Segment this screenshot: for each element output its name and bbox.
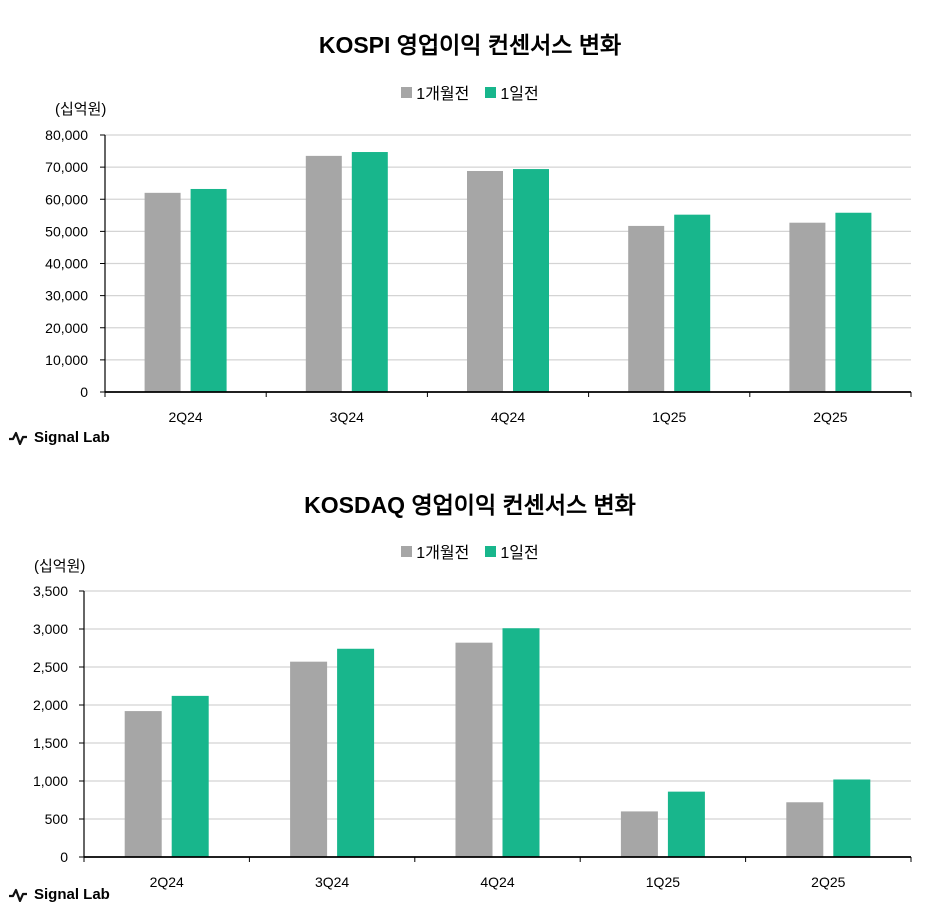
kospi-chart-panel: KOSPI 영업이익 컨센서스 변화 1개월전 1일전 (십억원) 0 10,00… [0, 32, 940, 446]
pulse-icon [9, 888, 27, 902]
y-tick-label: 70,000 [45, 159, 88, 175]
x-tick-label: 2Q25 [813, 409, 847, 425]
y-tick-label: 0 [60, 849, 68, 865]
pulse-icon [9, 431, 27, 445]
bar [835, 212, 872, 392]
y-tick-label: 50,000 [45, 223, 88, 239]
bar [171, 695, 209, 857]
brand-name: Signal Lab [34, 429, 110, 446]
kosdaq-chart-panel: KOSDAQ 영업이익 컨센서스 변화 1개월전 1일전 (십억원) 0 500 1… [0, 459, 940, 918]
bar [467, 170, 503, 392]
legend-label: 1개월전 [416, 545, 470, 562]
legend-swatch [485, 545, 497, 557]
brand-name: Signal Lab [34, 886, 110, 903]
bar [502, 628, 540, 857]
y-tick-label: 2,500 [33, 659, 68, 675]
brand-logo: Signal Lab [8, 429, 110, 446]
chart-title: KOSDAQ 영업이익 컨센서스 변화 [304, 492, 636, 518]
y-tick-label: 10,000 [45, 352, 88, 368]
x-tick-label: 2Q25 [811, 874, 845, 890]
legend-item-month-ago: 1개월전 [401, 539, 469, 563]
bar [337, 648, 375, 857]
y-tick-label: 40,000 [45, 256, 88, 272]
y-tick-label: 500 [45, 811, 69, 827]
y-tick-label: 60,000 [45, 191, 88, 207]
y-tick-label: 80,000 [45, 127, 88, 143]
y-tick-label: 20,000 [45, 320, 88, 336]
bar [144, 192, 181, 392]
bar [628, 225, 665, 392]
legend-item-month-ago: 1개월전 [401, 80, 469, 104]
x-tick-label: 2Q24 [168, 409, 202, 425]
chart-title: KOSPI 영업이익 컨센서스 변화 [318, 32, 622, 58]
x-tick-label: 3Q24 [315, 874, 349, 890]
bar [190, 188, 227, 392]
bar [789, 222, 826, 392]
legend-label: 1일전 [500, 86, 539, 103]
chart-legend: 1개월전 1일전 [0, 80, 940, 104]
y-tick-label: 0 [80, 384, 88, 400]
legend-swatch [401, 545, 413, 557]
unit-label: (십억원) [34, 558, 86, 575]
bar [290, 661, 328, 857]
x-tick-label: 2Q24 [150, 874, 184, 890]
x-tick-label: 4Q24 [491, 409, 525, 425]
chart-legend: 1개월전 1일전 [0, 539, 940, 563]
bar [124, 711, 162, 857]
x-tick-label: 1Q25 [646, 874, 680, 890]
y-tick-label: 3,000 [33, 621, 68, 637]
bar [455, 642, 493, 857]
x-tick-label: 1Q25 [652, 409, 686, 425]
legend-label: 1일전 [500, 545, 539, 562]
bar [351, 152, 388, 392]
bar [305, 155, 342, 392]
y-tick-label: 2,000 [33, 697, 68, 713]
bar [667, 791, 705, 857]
kospi-plot-area: 0 10,000 20,000 30,000 40,000 50,000 60,000 70,… [45, 127, 912, 425]
x-tick-label: 3Q24 [330, 409, 364, 425]
brand-logo: Signal Lab [8, 886, 110, 903]
legend-swatch [485, 86, 497, 98]
y-tick-label: 1,000 [33, 773, 68, 789]
y-tick-label: 1,500 [33, 735, 68, 751]
legend-swatch [401, 86, 413, 98]
legend-item-day-ago: 1일전 [485, 539, 539, 563]
unit-label: (십억원) [55, 101, 107, 118]
bar [513, 169, 549, 392]
kosdaq-plot-area: 0 500 1,000 1,500 2,000 2,500 3,000 3,500 2Q24 3Q… [33, 583, 912, 890]
y-tick-label: 3,500 [33, 583, 68, 599]
x-tick-label: 4Q24 [480, 874, 514, 890]
bar [833, 779, 871, 857]
legend-label: 1개월전 [416, 86, 470, 103]
bar [620, 811, 658, 857]
bar [674, 214, 711, 392]
y-tick-label: 30,000 [45, 288, 88, 304]
bar [786, 802, 824, 857]
legend-item-day-ago: 1일전 [485, 80, 539, 104]
